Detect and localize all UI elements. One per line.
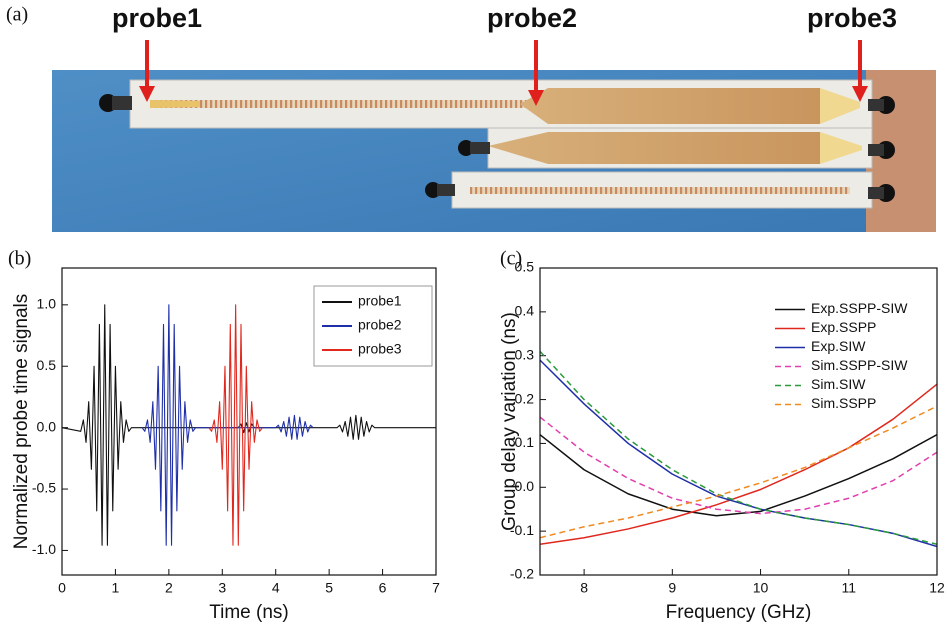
y-tick-label: -1.0 — [32, 541, 56, 557]
legend-label: probe2 — [358, 317, 402, 333]
x-tick-label: 9 — [668, 580, 676, 596]
series-line — [540, 350, 937, 546]
y-tick-label: 0.3 — [515, 346, 535, 362]
x-tick-label: 2 — [165, 580, 173, 596]
y-tick-label: 0.4 — [515, 303, 535, 319]
x-tick-label: 5 — [325, 580, 333, 596]
x-tick-label: 10 — [753, 580, 769, 596]
x-tick-label: 7 — [432, 580, 440, 596]
x-tick-label: 0 — [58, 580, 66, 596]
legend-label: Sim.SSPP — [811, 395, 876, 411]
plot-frame — [61, 267, 437, 576]
x-tick-label: 6 — [379, 580, 387, 596]
y-tick-label: 0.2 — [515, 390, 535, 406]
legend-label: Exp.SSPP-SIW — [811, 300, 908, 316]
x-tick-label: 4 — [272, 580, 280, 596]
series-line — [540, 434, 937, 517]
x-tick-label: 8 — [580, 580, 588, 596]
legend-label: probe1 — [358, 293, 402, 309]
x-axis-label: Frequency (GHz) — [666, 602, 812, 623]
legend-label: Sim.SIW — [811, 376, 866, 392]
legend-label: Exp.SIW — [811, 338, 866, 354]
panel-label: (c) — [500, 248, 522, 270]
y-tick-label: 0.5 — [515, 259, 535, 275]
series-line — [540, 405, 937, 539]
y-tick-label: 1.0 — [37, 296, 57, 312]
x-tick-label: 11 — [842, 580, 857, 596]
series-line — [208, 304, 263, 546]
x-tick-label: 3 — [218, 580, 226, 596]
y-axis-label: Normalized probe time signals — [11, 294, 32, 550]
y-axis-label: Group delay variation (ns) — [499, 312, 520, 531]
x-tick-label: 1 — [112, 580, 120, 596]
y-tick-label: 0.1 — [515, 434, 535, 450]
series-line — [540, 416, 937, 515]
panel-label: (a) — [6, 4, 28, 26]
probe-label: probe3 — [807, 3, 897, 33]
y-tick-label: 0.0 — [37, 418, 57, 434]
y-tick-label: 0.5 — [37, 357, 57, 373]
y-tick-label: -0.1 — [510, 522, 534, 538]
y-tick-label: 0.0 — [515, 478, 535, 494]
y-tick-label: -0.2 — [510, 566, 534, 582]
series-line — [540, 359, 937, 548]
y-tick-label: -0.5 — [32, 480, 56, 496]
probe-labels: probe1 probe2 probe3 — [112, 3, 897, 106]
legend-label: probe3 — [358, 341, 402, 357]
x-axis-label: Time (ns) — [209, 602, 289, 623]
series-line — [540, 383, 937, 546]
x-tick-label: 12 — [929, 580, 945, 596]
plot-frame — [539, 267, 938, 576]
legend-label: Sim.SSPP-SIW — [811, 357, 908, 373]
probe-label: probe2 — [487, 3, 577, 33]
legend-label: Exp.SSPP — [811, 319, 876, 335]
photo — [52, 70, 936, 232]
series-line — [141, 304, 314, 546]
panel-label: (b) — [8, 248, 31, 270]
probe-label: probe1 — [112, 3, 202, 33]
